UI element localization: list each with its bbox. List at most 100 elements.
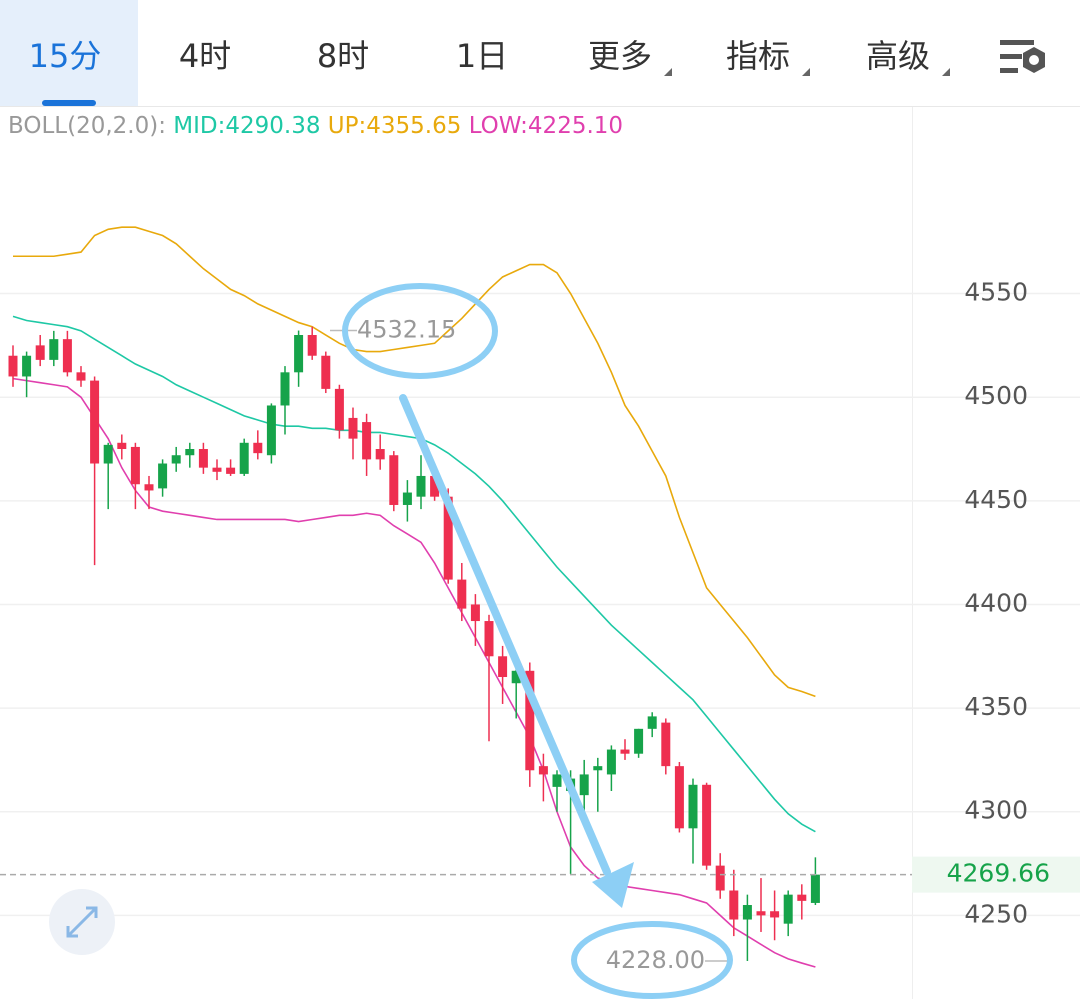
annotation-label: 4228.00 [606,946,705,974]
plot: 4250 4300 4350 4400 4450 4500 4550 4269.66 4532.… [0,226,1080,999]
indicator-label: BOLL(20,2.0): MID:4290.38 UP:4355.65 LOW… [8,113,623,139]
candle-body [35,345,45,360]
candle-body [389,455,399,505]
candle-body [76,372,86,381]
tab[interactable]: 更多 [588,37,652,75]
candle-body [266,405,276,456]
candle-body [783,894,793,924]
candle-body [49,339,59,360]
candle-body [498,656,508,678]
last-price-label: 4269.66 [947,859,1050,888]
tab[interactable]: 1日 [456,37,508,75]
candle-body [348,417,358,439]
candle-body [280,372,290,406]
dropdown-caret [664,68,672,76]
candle-body [171,455,181,464]
annotation-label: 4532.15 [357,316,456,344]
y-tick-label: 4300 [964,796,1028,825]
candle-body [226,467,236,474]
candle-body [661,722,671,767]
candle-body [198,449,208,468]
candle-body [362,422,372,460]
boll-low: LOW:4225.10 [469,113,623,139]
tab[interactable]: 8时 [317,37,369,75]
candle-body [579,774,589,796]
candle-body [484,621,494,657]
y-tick-label: 4400 [964,588,1028,617]
dropdown-caret [942,68,950,76]
candle-body [715,865,725,891]
candle-body [797,894,807,901]
candle-body [103,444,113,464]
trend-arrow [399,394,611,876]
tab-selected-bg [0,0,138,106]
tab[interactable]: 15分 [29,37,102,75]
candle-body [443,496,453,580]
candle-body [321,355,331,389]
candle-body [239,442,249,474]
settings-icon[interactable] [1000,40,1045,73]
candle-body [375,449,385,460]
tab-indicator [42,100,96,106]
candle-body [294,335,304,373]
candle-body [511,670,521,684]
boll-line [13,226,816,698]
candle-body [593,766,603,771]
boll-mid: MID:4290.38 [173,113,320,139]
candle-body [742,905,752,920]
candle-body [770,911,780,918]
candle-body [702,784,712,866]
candle-body [62,339,72,373]
candle-body [158,463,168,489]
candle-body [470,604,480,622]
candle-body [688,784,698,829]
candle-body [525,670,535,771]
tab[interactable]: 指标 [726,37,790,75]
boll-line [12,315,816,833]
candle-body [647,716,657,729]
y-tick-label: 4450 [964,485,1028,514]
candle-body [430,475,440,497]
candle-body [185,449,195,456]
tab[interactable]: 高级 [866,37,930,75]
candle-body [8,355,18,377]
y-tick-label: 4500 [964,381,1028,410]
candle-body [416,475,426,497]
expand-button[interactable] [49,889,115,955]
candle-body [130,446,140,485]
highlight-circle [571,921,733,999]
candle-body [253,442,263,454]
y-tick-label: 4350 [964,692,1028,721]
candle-body [552,774,562,787]
tabs: 15分 4时 8时 1日 更多 指标 高级 [29,37,950,76]
boll-up: UP:4355.65 [328,113,462,139]
candle-body [22,355,32,377]
last-price-box [912,856,1080,893]
candle-body [457,579,467,609]
highlight-circle [342,283,498,379]
candle-body [117,442,127,450]
boll-name: BOLL(20,2.0): [8,113,166,139]
candle-body [144,484,154,491]
candle-body [212,467,222,472]
candle-body [634,728,644,754]
candle-body [674,766,684,829]
candle-body [606,749,616,775]
candle-body [334,388,344,431]
boll-line [12,377,816,968]
candle-body [90,380,100,464]
y-tick-label: 4550 [964,278,1028,307]
candle-body [307,335,317,356]
trend-arrow-head [592,862,634,908]
candle-body [810,874,820,903]
candle-body [756,911,766,916]
candle-body [620,749,630,754]
tab[interactable]: 4时 [179,37,231,75]
candle-body [538,766,548,775]
candle-body [729,890,739,920]
candle-body [402,492,412,505]
dropdown-caret [802,68,810,76]
y-tick-label: 4250 [964,899,1028,928]
